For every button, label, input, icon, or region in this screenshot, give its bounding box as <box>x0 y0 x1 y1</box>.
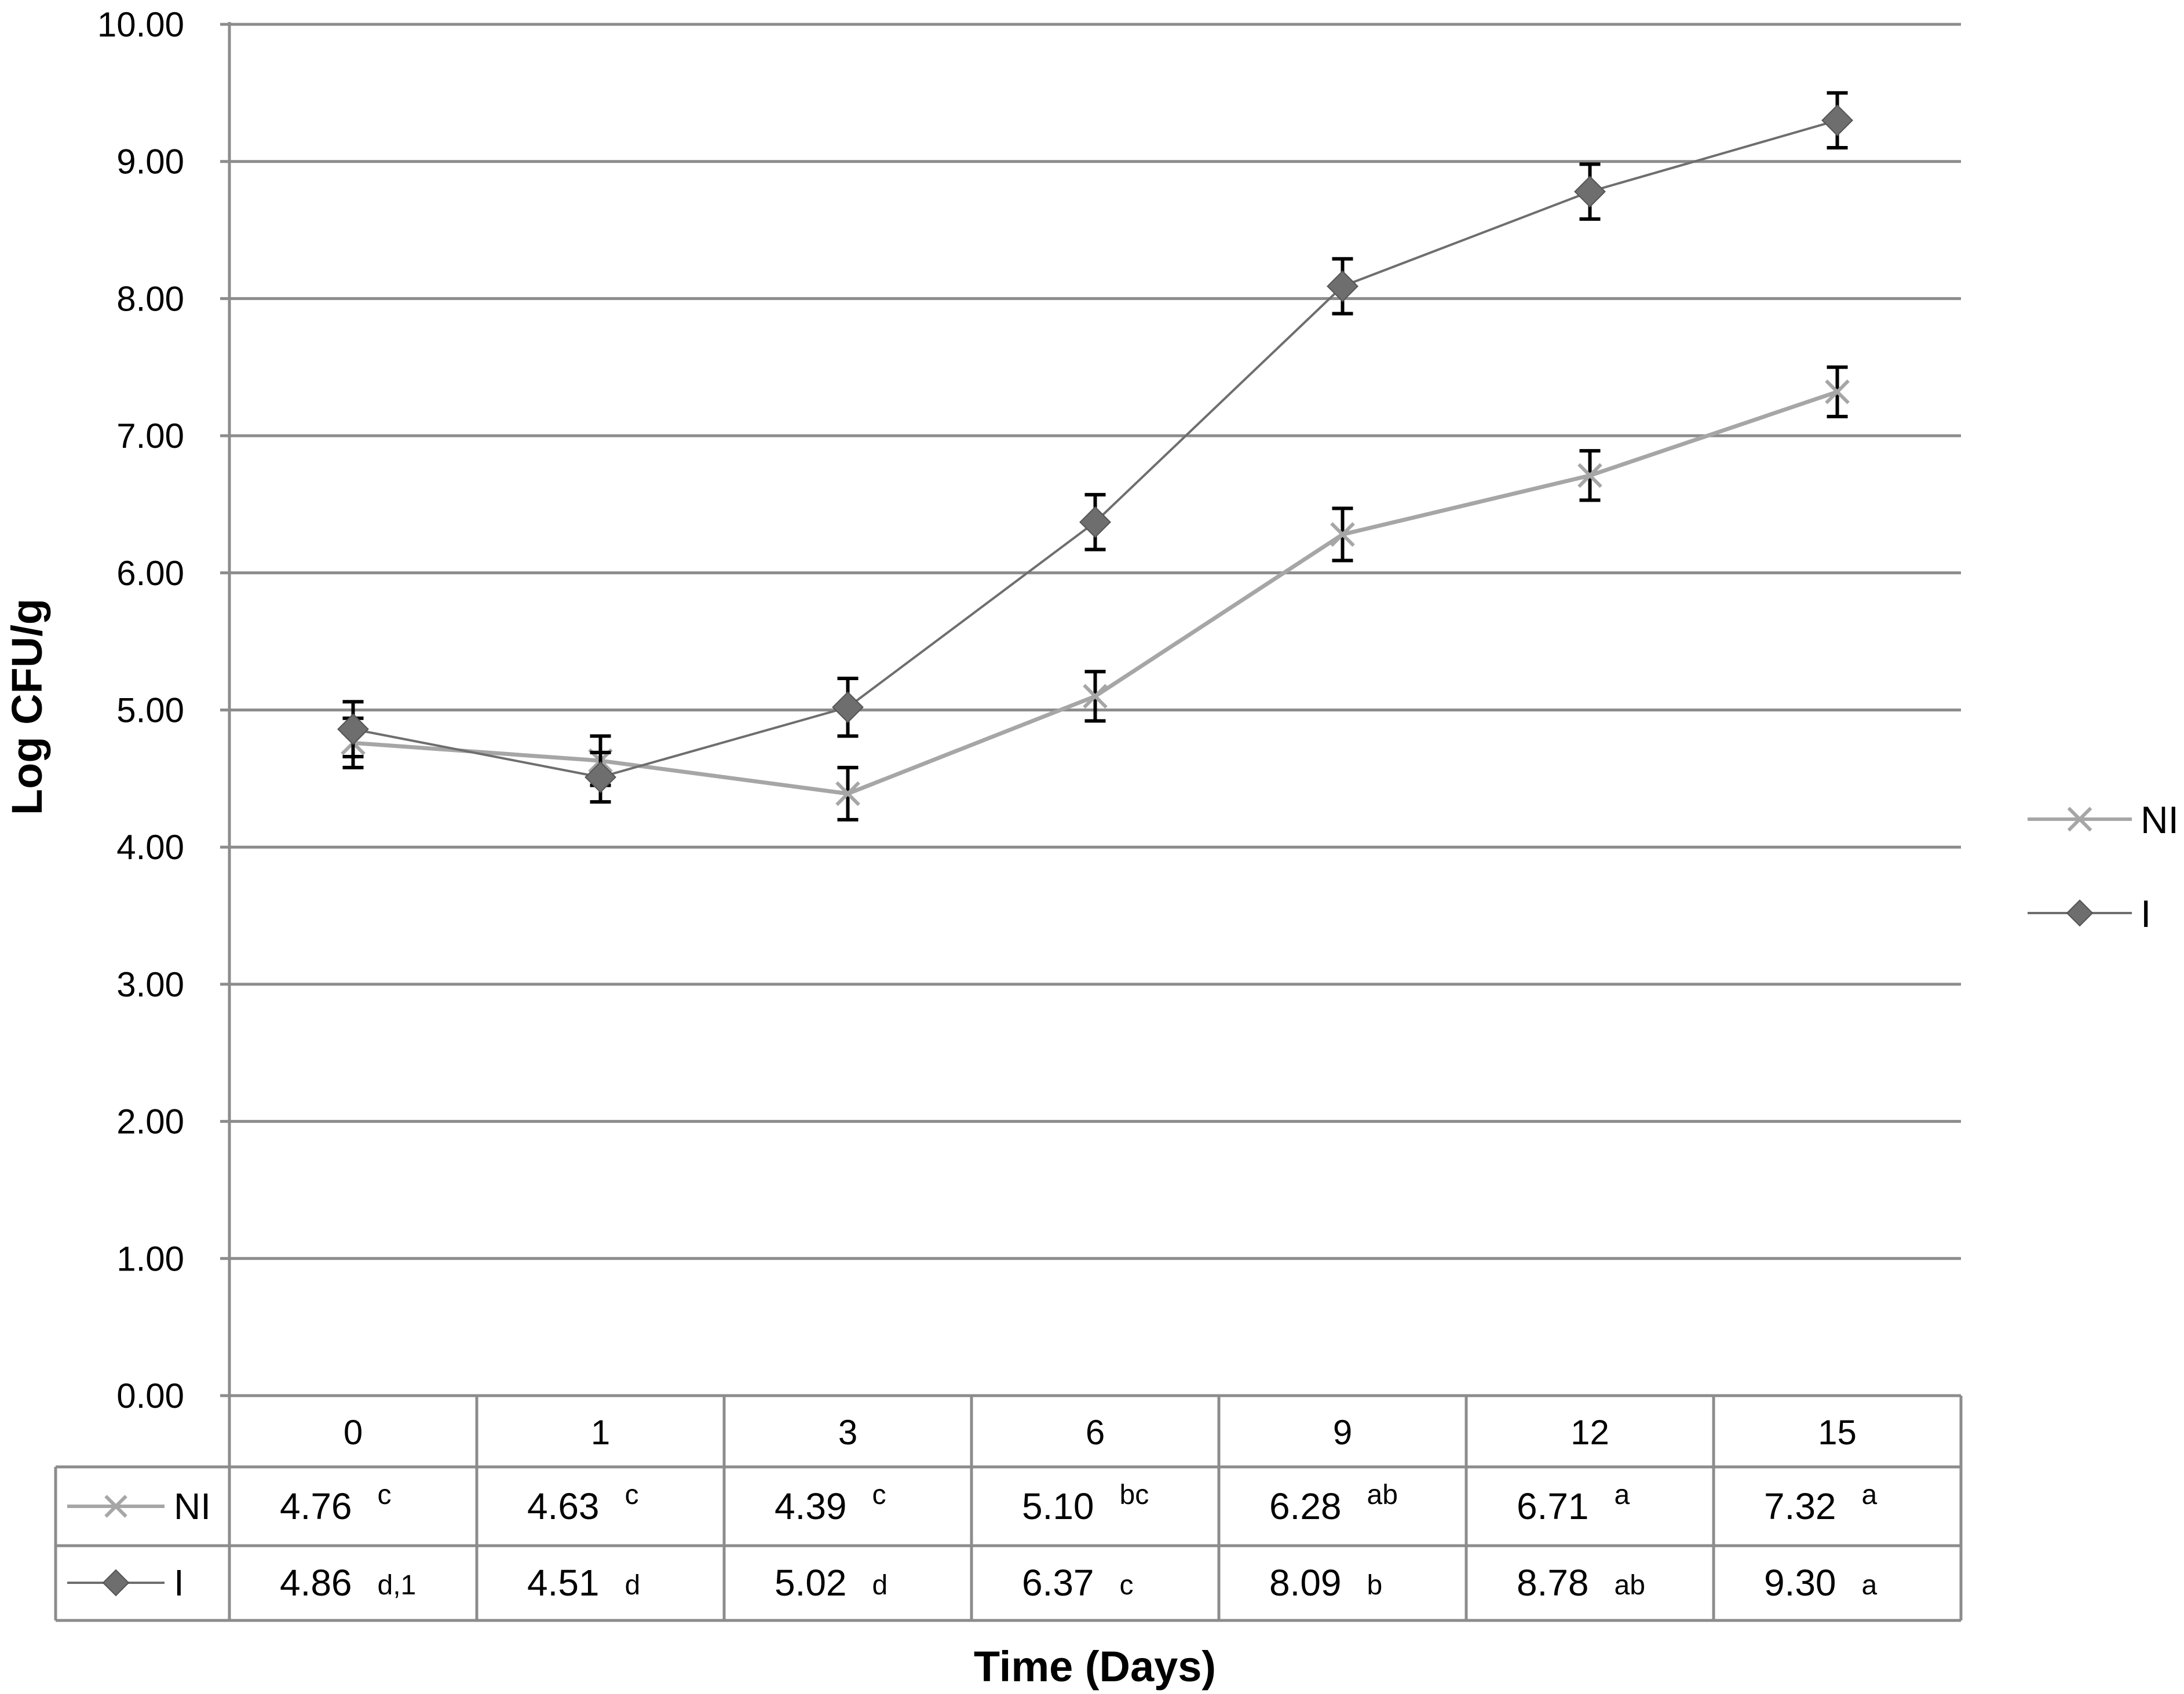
data-point <box>1330 522 1355 547</box>
table-value: 5.02 <box>775 1562 847 1604</box>
y-tick-label: 4.00 <box>116 828 184 867</box>
x-tick-label: 12 <box>1571 1413 1609 1452</box>
table-series-label: I <box>174 1562 184 1604</box>
significance-letter: c <box>1120 1570 1134 1601</box>
y-tick-label: 7.00 <box>116 417 184 455</box>
y-tick-label: 9.00 <box>116 143 184 181</box>
significance-letter: c <box>378 1480 392 1510</box>
x-axis-title: Time (Days) <box>974 1642 1216 1691</box>
significance-letter: a <box>1862 1570 1878 1601</box>
legend-label: I <box>2141 892 2151 935</box>
y-tick-label: 6.00 <box>116 554 184 593</box>
table-value: 9.30 <box>1764 1562 1836 1604</box>
significance-letter: c <box>872 1480 886 1510</box>
table-value: 4.86 <box>280 1562 352 1604</box>
data-point <box>832 691 864 724</box>
significance-letter: ab <box>1615 1570 1645 1601</box>
table-legend-marker <box>104 1495 127 1518</box>
data-point <box>1574 176 1606 208</box>
table-value: 4.39 <box>775 1485 847 1527</box>
y-tick-label: 2.00 <box>116 1102 184 1141</box>
significance-letter: c <box>625 1480 639 1510</box>
y-tick-label: 5.00 <box>116 691 184 730</box>
significance-letter: ab <box>1367 1480 1398 1510</box>
x-tick-label: 9 <box>1333 1413 1352 1452</box>
significance-letter: bc <box>1120 1480 1149 1510</box>
table-value: 6.37 <box>1022 1562 1094 1604</box>
significance-letter: a <box>1615 1480 1630 1510</box>
y-tick-label: 1.00 <box>116 1239 184 1278</box>
data-point <box>585 761 616 793</box>
table-value: 8.09 <box>1269 1562 1342 1604</box>
y-tick-label: 8.00 <box>116 279 184 318</box>
x-tick-label: 15 <box>1818 1413 1857 1452</box>
table-value: 8.78 <box>1517 1562 1589 1604</box>
data-point <box>835 781 860 806</box>
significance-letter: b <box>1367 1570 1383 1601</box>
table-legend-marker <box>102 1569 130 1597</box>
data-point <box>1083 684 1108 709</box>
data-point <box>1079 506 1111 538</box>
y-tick-label: 10.00 <box>97 5 184 44</box>
data-point <box>1327 270 1358 302</box>
y-tick-label: 3.00 <box>116 965 184 1004</box>
y-tick-label: 0.00 <box>116 1377 184 1415</box>
data-point <box>1825 379 1850 404</box>
significance-letter: d <box>625 1570 641 1601</box>
y-axis-title: Log CFU/g <box>3 598 51 815</box>
x-tick-label: 0 <box>344 1413 363 1452</box>
legend-marker-NI <box>2067 806 2092 832</box>
table-value: 4.51 <box>527 1562 600 1604</box>
data-point <box>1821 104 1853 137</box>
table-value: 6.28 <box>1269 1485 1342 1527</box>
x-tick-label: 6 <box>1086 1413 1105 1452</box>
series-line-NI <box>353 390 1838 796</box>
x-tick-label: 1 <box>591 1413 610 1452</box>
data-point <box>337 713 369 746</box>
significance-letter: d <box>872 1570 888 1601</box>
table-value: 4.76 <box>280 1485 352 1527</box>
table-value: 7.32 <box>1764 1485 1836 1527</box>
x-tick-label: 3 <box>838 1413 857 1452</box>
data-point <box>1577 463 1602 488</box>
table-value: 4.63 <box>527 1485 600 1527</box>
table-series-label: NI <box>174 1485 211 1527</box>
table-value: 5.10 <box>1022 1485 1094 1527</box>
significance-letter: a <box>1862 1480 1878 1510</box>
legend-label: NI <box>2141 798 2179 841</box>
table-value: 6.71 <box>1517 1485 1589 1527</box>
legend-marker-I <box>2066 899 2094 927</box>
significance-letter: d,1 <box>378 1570 417 1601</box>
